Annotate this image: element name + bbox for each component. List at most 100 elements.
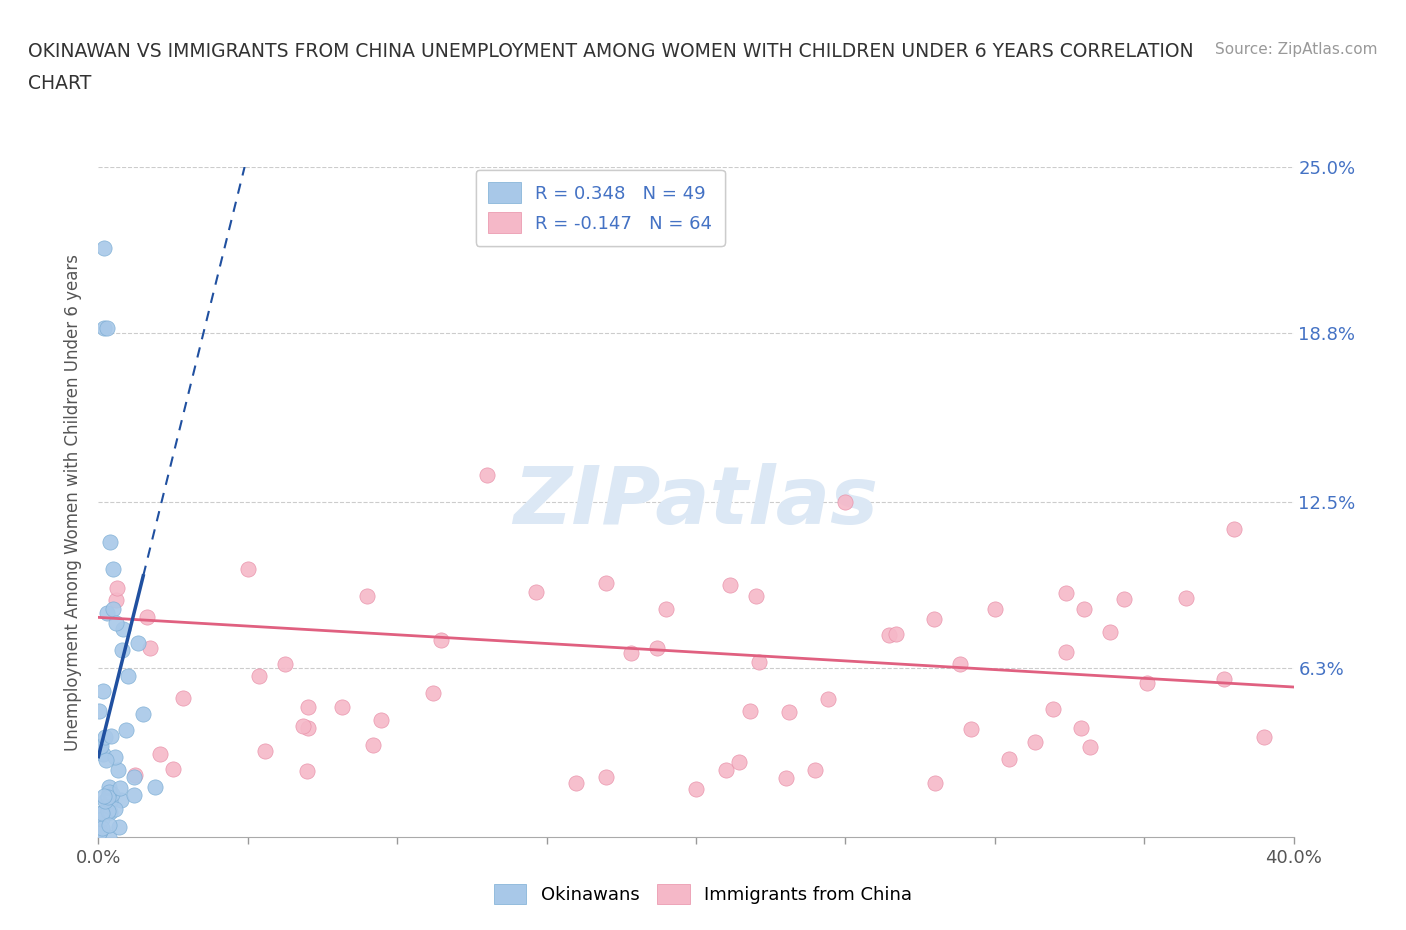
Legend: R = 0.348   N = 49, R = -0.147   N = 64: R = 0.348 N = 49, R = -0.147 N = 64 (475, 170, 725, 246)
Point (1174, 591, 1197, 605)
Point (97, 790, 120, 804)
Text: ZIPatlas: ZIPatlas (513, 463, 879, 541)
Point (96, 321, 118, 336)
Point (330, 699, 353, 714)
Point (103, 562, 125, 577)
Point (924, 776, 946, 790)
Y-axis label: Unemployment Among Women with Children Under 6 years: Unemployment Among Women with Children U… (65, 254, 83, 751)
Point (91, 684, 114, 698)
Point (297, 721, 319, 736)
Point (93, 321, 115, 336)
Point (97, 830, 120, 844)
Point (104, 750, 127, 764)
Point (110, 792, 132, 807)
Point (422, 685, 444, 700)
Point (778, 705, 800, 720)
Point (620, 645, 643, 660)
Point (124, 768, 146, 783)
Point (100, 535, 122, 550)
Point (1136, 675, 1159, 690)
Point (111, 621, 134, 636)
Point (253, 744, 276, 759)
Point (1054, 586, 1077, 601)
Point (124, 769, 146, 784)
Point (105, 616, 128, 631)
Point (834, 495, 856, 510)
Point (524, 584, 547, 599)
Point (817, 692, 839, 707)
Point (595, 770, 617, 785)
Point (297, 700, 319, 715)
Point (1112, 591, 1135, 606)
Point (93, 789, 115, 804)
Point (1024, 735, 1046, 750)
Point (117, 669, 139, 684)
Point (138, 641, 160, 656)
Point (922, 612, 945, 627)
Point (127, 635, 149, 650)
Point (97, 817, 120, 832)
Point (361, 737, 384, 752)
Point (162, 762, 184, 777)
Point (685, 781, 707, 796)
Point (718, 578, 741, 592)
Point (145, 780, 167, 795)
Point (247, 669, 270, 684)
Point (89, 739, 111, 754)
Text: OKINAWAN VS IMMIGRANTS FROM CHINA UNEMPLOYMENT AMONG WOMEN WITH CHILDREN UNDER 6: OKINAWAN VS IMMIGRANTS FROM CHINA UNEMPL… (28, 42, 1194, 60)
Point (98, 793, 121, 808)
Point (90, 738, 112, 753)
Point (1213, 671, 1236, 686)
Point (595, 575, 617, 590)
Point (105, 580, 128, 595)
Point (565, 776, 588, 790)
Point (356, 589, 378, 604)
Point (1253, 729, 1275, 744)
Point (728, 754, 751, 769)
Point (149, 747, 172, 762)
Point (998, 751, 1021, 766)
Point (93, 240, 115, 255)
Point (94, 730, 117, 745)
Point (960, 722, 983, 737)
Point (775, 771, 797, 786)
Point (172, 691, 194, 706)
Point (136, 610, 159, 625)
Point (1099, 625, 1122, 640)
Point (714, 763, 737, 777)
Point (1054, 644, 1077, 659)
Point (91, 820, 114, 835)
Point (748, 655, 770, 670)
Point (236, 562, 259, 577)
Point (93, 804, 115, 819)
Point (100, 729, 122, 744)
Point (90, 805, 112, 820)
Point (91, 747, 114, 762)
Point (98, 785, 121, 800)
Point (884, 627, 907, 642)
Point (738, 703, 761, 718)
Point (107, 763, 129, 777)
Point (1042, 702, 1064, 717)
Text: CHART: CHART (28, 74, 91, 93)
Point (108, 819, 131, 834)
Point (1073, 602, 1095, 617)
Point (97, 779, 120, 794)
Point (1078, 739, 1101, 754)
Point (273, 657, 295, 671)
Text: Source: ZipAtlas.com: Source: ZipAtlas.com (1215, 42, 1378, 57)
Point (645, 641, 668, 656)
Point (655, 602, 678, 617)
Point (91, 812, 114, 827)
Point (104, 593, 127, 608)
Point (132, 706, 155, 721)
Point (98, 804, 121, 819)
Point (949, 657, 972, 671)
Point (984, 602, 1007, 617)
Point (110, 780, 132, 795)
Point (104, 802, 127, 817)
Point (89, 826, 111, 841)
Point (475, 468, 498, 483)
Point (430, 633, 453, 648)
Point (94, 793, 117, 808)
